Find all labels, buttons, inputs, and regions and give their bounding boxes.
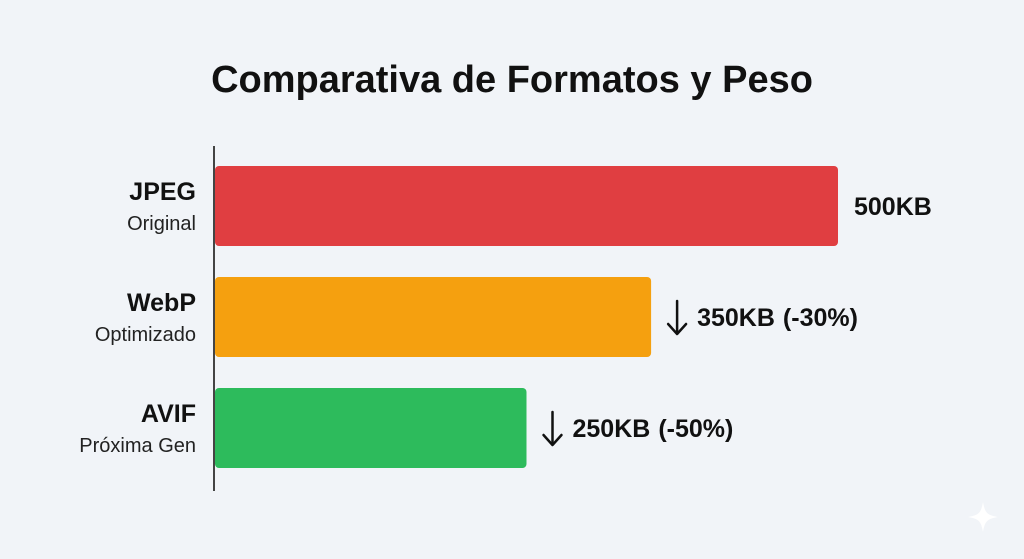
arrow-down-icon — [666, 299, 688, 336]
category-sublabel: Próxima Gen — [79, 435, 196, 457]
category-label: AVIF — [141, 400, 196, 428]
data-label: 250KB (-50%) — [573, 415, 734, 443]
chart-title: Comparativa de Formatos y Peso — [211, 59, 813, 101]
bar-avif — [215, 388, 527, 468]
bars-layer: JPEG Original 500KB WebP Optimizado 350KB (-30… — [79, 166, 932, 468]
sparkle-icon — [968, 502, 998, 532]
data-label-delta: (-50%) — [658, 415, 733, 443]
data-label-delta: (-30%) — [783, 304, 858, 332]
bar-jpeg — [215, 166, 838, 246]
bar-webp — [215, 277, 652, 357]
category-label: JPEG — [129, 178, 196, 206]
data-label: 350KB (-30%) — [697, 304, 858, 332]
arrow-down-head — [666, 322, 688, 336]
category-sublabel: Optimizado — [95, 324, 196, 346]
category-label: WebP — [127, 289, 196, 317]
arrow-down-head — [542, 433, 563, 447]
category-sublabel: Original — [127, 213, 196, 235]
data-label: 500KB — [854, 193, 932, 221]
arrow-down-icon — [542, 410, 563, 447]
